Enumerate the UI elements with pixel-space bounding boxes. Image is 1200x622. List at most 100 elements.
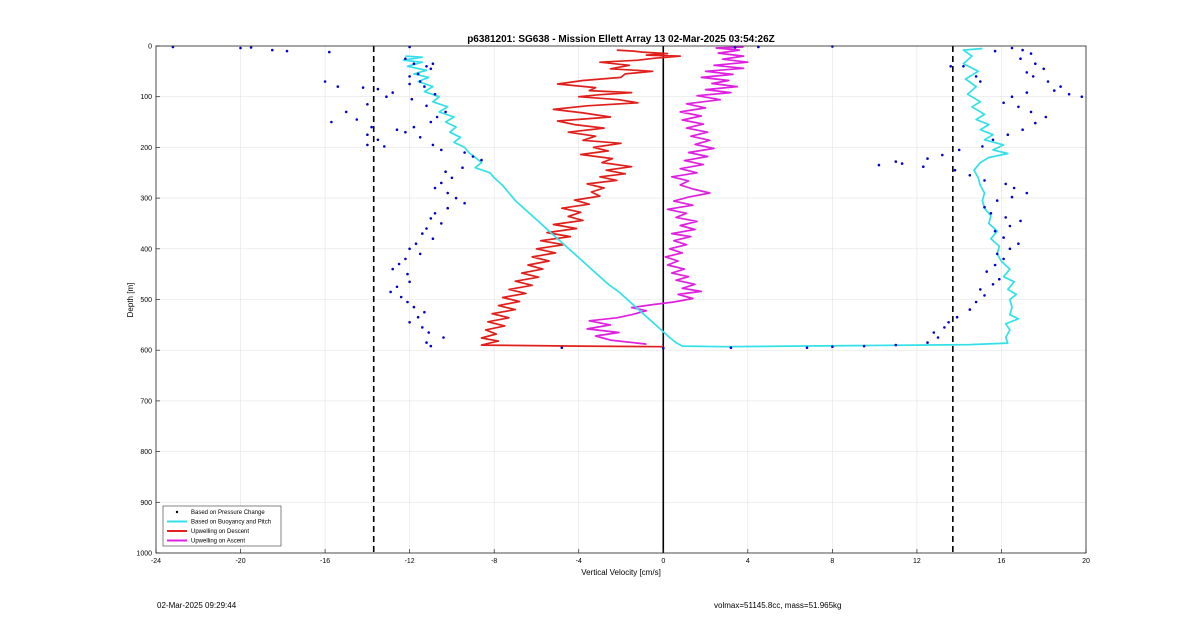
- pressure-change-point: [1019, 57, 1022, 60]
- pressure-change-point: [383, 145, 386, 148]
- reference-lines: [372, 46, 954, 553]
- pressure-change-point: [366, 103, 369, 106]
- pressure-change-point: [408, 321, 411, 324]
- pressure-change-point: [444, 110, 447, 114]
- pressure-change-point: [406, 300, 409, 304]
- pressure-change-point: [440, 181, 443, 185]
- x-tick-label: -12: [405, 558, 415, 565]
- x-tick-label: 12: [913, 558, 921, 565]
- pressure-change-point: [662, 346, 665, 350]
- pressure-change-point: [729, 346, 733, 350]
- pressure-change-point: [953, 168, 957, 172]
- pressure-change-point: [454, 196, 458, 200]
- pressure-change-point: [1025, 91, 1029, 94]
- series-layer: [171, 45, 1084, 350]
- pressure-change-point: [425, 65, 428, 68]
- axis-ticks: -24 -20 -16 -12 -8 -4 0 4 8 12 16 20010020030040050…: [136, 44, 1090, 566]
- pressure-change-point: [446, 191, 450, 195]
- pressure-change-point: [981, 145, 984, 148]
- pressure-change-point: [1034, 121, 1037, 125]
- pressure-change-point: [998, 277, 1001, 281]
- y-tick-label: 700: [140, 398, 152, 405]
- x-axis-label: Vertical Velocity [cm/s]: [581, 568, 661, 577]
- pressure-change-point: [831, 345, 834, 349]
- pressure-change-point: [412, 62, 416, 65]
- pressure-change-point: [974, 300, 978, 304]
- pressure-change-point: [983, 205, 986, 209]
- pressure-change-point: [429, 67, 433, 71]
- pressure-change-point: [993, 229, 997, 233]
- y-tick-label: 100: [140, 94, 152, 101]
- pressure-change-point: [1025, 191, 1029, 195]
- pressure-change-point: [397, 262, 401, 266]
- pressure-change-point: [1002, 257, 1005, 261]
- pressure-change-point: [1053, 89, 1056, 92]
- pressure-change-point: [416, 72, 420, 76]
- pressure-change-point: [425, 104, 428, 108]
- pressure-change-point: [926, 157, 929, 160]
- pressure-change-point: [446, 206, 450, 210]
- pressure-change-point: [391, 91, 395, 94]
- y-tick-label: 600: [140, 348, 152, 355]
- y-axis-label: Depth [m]: [126, 283, 135, 318]
- pressure-change-point: [995, 199, 999, 202]
- pressure-change-point: [1012, 186, 1016, 190]
- pressure-change-point: [979, 80, 982, 83]
- pressure-change-point: [399, 295, 403, 299]
- pressure-change-point: [1067, 92, 1071, 96]
- pressure-change-point: [991, 138, 995, 142]
- pressure-change-point: [442, 336, 445, 339]
- pressure-change-point: [1010, 195, 1014, 199]
- pressure-change-point: [370, 125, 373, 129]
- pressure-change-point: [391, 267, 395, 271]
- pressure-change-point: [330, 120, 333, 124]
- pressure-change-point: [1004, 216, 1007, 219]
- pressure-change-point: [376, 138, 380, 142]
- pressure-change-point: [1010, 46, 1014, 50]
- pressure-change-point: [423, 85, 426, 88]
- pressure-change-point: [1031, 75, 1035, 78]
- pressure-change-point: [894, 160, 898, 163]
- pressure-change-point: [421, 326, 424, 329]
- pressure-change-point: [433, 92, 437, 96]
- pressure-change-point: [993, 49, 997, 53]
- chart-title: p6381201: SG638 - Mission Ellett Array 1…: [467, 34, 775, 45]
- pressure-change-point: [936, 336, 940, 339]
- pressure-change-point: [983, 294, 986, 297]
- pressure-change-point: [440, 222, 443, 225]
- pressure-change-point: [877, 163, 881, 167]
- pressure-change-point: [805, 346, 809, 350]
- pressure-change-point: [461, 166, 464, 169]
- pressure-change-point: [983, 179, 986, 182]
- pressure-change-point: [989, 212, 993, 215]
- pressure-change-point: [271, 48, 274, 52]
- series-line-upwelling-on-ascent: [586, 46, 749, 345]
- y-tick-label: 500: [140, 297, 152, 304]
- pressure-change-point: [974, 75, 978, 78]
- pressure-change-point: [427, 331, 431, 334]
- pressure-change-point: [444, 170, 447, 173]
- pressure-change-point: [361, 86, 365, 89]
- pressure-change-point: [900, 162, 904, 165]
- pressure-change-point: [1080, 95, 1084, 98]
- pressure-change-point: [323, 80, 327, 83]
- x-tick-label: 4: [746, 558, 750, 565]
- x-tick-label: -24: [151, 558, 161, 565]
- pressure-change-point: [1002, 236, 1005, 239]
- pressure-change-point: [560, 346, 564, 350]
- y-tick-label: 900: [140, 500, 152, 507]
- x-tick-label: 16: [998, 558, 1006, 565]
- pressure-change-point: [1029, 52, 1033, 55]
- pressure-change-point: [957, 148, 961, 152]
- pressure-change-point: [991, 283, 995, 286]
- pressure-change-point: [406, 272, 409, 276]
- x-tick-label: 20: [1082, 558, 1090, 565]
- pressure-change-point: [947, 321, 950, 324]
- pressure-change-point: [985, 270, 988, 273]
- pressure-change-point: [408, 247, 411, 251]
- footer-volmax-mass: volmax=51145.8cc, mass=51.965kg: [714, 601, 842, 610]
- pressure-change-point: [433, 186, 437, 190]
- pressure-change-point: [831, 45, 834, 48]
- pressure-change-point: [1002, 101, 1005, 105]
- pressure-change-point: [414, 242, 418, 245]
